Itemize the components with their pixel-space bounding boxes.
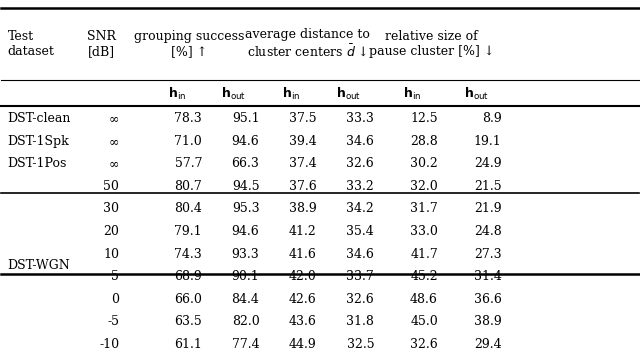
Text: 94.6: 94.6 — [232, 134, 259, 147]
Text: 5: 5 — [111, 270, 119, 283]
Text: 90.1: 90.1 — [232, 270, 259, 283]
Text: 37.5: 37.5 — [289, 112, 317, 125]
Text: 39.4: 39.4 — [289, 134, 317, 147]
Text: 94.5: 94.5 — [232, 180, 259, 193]
Text: 43.6: 43.6 — [289, 315, 317, 328]
Text: 71.0: 71.0 — [174, 134, 202, 147]
Text: 37.4: 37.4 — [289, 157, 317, 170]
Text: -10: -10 — [99, 338, 119, 351]
Text: 36.6: 36.6 — [474, 293, 502, 306]
Text: 45.2: 45.2 — [410, 270, 438, 283]
Text: 33.3: 33.3 — [346, 112, 374, 125]
Text: 32.6: 32.6 — [346, 293, 374, 306]
Text: 74.3: 74.3 — [174, 247, 202, 260]
Text: 79.1: 79.1 — [175, 225, 202, 238]
Text: 34.6: 34.6 — [346, 134, 374, 147]
Text: 31.4: 31.4 — [474, 270, 502, 283]
Text: 78.3: 78.3 — [174, 112, 202, 125]
Text: 21.9: 21.9 — [474, 202, 502, 216]
Text: 29.4: 29.4 — [474, 338, 502, 351]
Text: 94.6: 94.6 — [232, 225, 259, 238]
Text: 21.5: 21.5 — [474, 180, 502, 193]
Text: 35.4: 35.4 — [346, 225, 374, 238]
Text: 10: 10 — [103, 247, 119, 260]
Text: 41.7: 41.7 — [410, 247, 438, 260]
Text: 66.3: 66.3 — [232, 157, 259, 170]
Text: average distance to
cluster centers $\bar{d}$ ↓: average distance to cluster centers $\ba… — [245, 28, 370, 60]
Text: 32.6: 32.6 — [346, 157, 374, 170]
Text: 82.0: 82.0 — [232, 315, 259, 328]
Text: ∞: ∞ — [109, 134, 119, 147]
Text: ∞: ∞ — [109, 112, 119, 125]
Text: $\mathbf{h}_{\mathrm{out}}$: $\mathbf{h}_{\mathrm{out}}$ — [221, 86, 246, 102]
Text: DST-1Spk: DST-1Spk — [8, 134, 70, 147]
Text: 8.9: 8.9 — [482, 112, 502, 125]
Text: 38.9: 38.9 — [474, 315, 502, 328]
Text: 28.8: 28.8 — [410, 134, 438, 147]
Text: -5: -5 — [108, 315, 119, 328]
Text: 66.0: 66.0 — [174, 293, 202, 306]
Text: 80.4: 80.4 — [174, 202, 202, 216]
Text: 19.1: 19.1 — [474, 134, 502, 147]
Text: 68.9: 68.9 — [174, 270, 202, 283]
Text: 30: 30 — [103, 202, 119, 216]
Text: 30.2: 30.2 — [410, 157, 438, 170]
Text: Test
dataset: Test dataset — [8, 30, 54, 58]
Text: 34.2: 34.2 — [346, 202, 374, 216]
Text: 31.8: 31.8 — [346, 315, 374, 328]
Text: DST-WGN: DST-WGN — [8, 259, 70, 272]
Text: 93.3: 93.3 — [232, 247, 259, 260]
Text: ∞: ∞ — [109, 157, 119, 170]
Text: 34.6: 34.6 — [346, 247, 374, 260]
Text: $\mathbf{h}_{\mathrm{in}}$: $\mathbf{h}_{\mathrm{in}}$ — [282, 86, 300, 102]
Text: 20: 20 — [104, 225, 119, 238]
Text: 27.3: 27.3 — [474, 247, 502, 260]
Text: 38.9: 38.9 — [289, 202, 317, 216]
Text: 42.6: 42.6 — [289, 293, 317, 306]
Text: 32.0: 32.0 — [410, 180, 438, 193]
Text: DST-1Pos: DST-1Pos — [8, 157, 67, 170]
Text: 24.9: 24.9 — [474, 157, 502, 170]
Text: 0: 0 — [111, 293, 119, 306]
Text: 33.2: 33.2 — [346, 180, 374, 193]
Text: 61.1: 61.1 — [174, 338, 202, 351]
Text: 84.4: 84.4 — [232, 293, 259, 306]
Text: 32.6: 32.6 — [410, 338, 438, 351]
Text: $\mathbf{h}_{\mathrm{out}}$: $\mathbf{h}_{\mathrm{out}}$ — [336, 86, 361, 102]
Text: 32.5: 32.5 — [346, 338, 374, 351]
Text: 24.8: 24.8 — [474, 225, 502, 238]
Text: 37.6: 37.6 — [289, 180, 317, 193]
Text: $\mathbf{h}_{\mathrm{out}}$: $\mathbf{h}_{\mathrm{out}}$ — [463, 86, 489, 102]
Text: SNR
[dB]: SNR [dB] — [88, 30, 116, 58]
Text: 41.6: 41.6 — [289, 247, 317, 260]
Text: 31.7: 31.7 — [410, 202, 438, 216]
Text: 41.2: 41.2 — [289, 225, 317, 238]
Text: 48.6: 48.6 — [410, 293, 438, 306]
Text: 50: 50 — [104, 180, 119, 193]
Text: 44.9: 44.9 — [289, 338, 317, 351]
Text: 45.0: 45.0 — [410, 315, 438, 328]
Text: 77.4: 77.4 — [232, 338, 259, 351]
Text: grouping success
[%] ↑: grouping success [%] ↑ — [134, 30, 244, 58]
Text: DST-clean: DST-clean — [8, 112, 71, 125]
Text: 33.0: 33.0 — [410, 225, 438, 238]
Text: 12.5: 12.5 — [410, 112, 438, 125]
Text: $\mathbf{h}_{\mathrm{in}}$: $\mathbf{h}_{\mathrm{in}}$ — [168, 86, 186, 102]
Text: 33.7: 33.7 — [346, 270, 374, 283]
Text: 57.7: 57.7 — [175, 157, 202, 170]
Text: $\mathbf{h}_{\mathrm{in}}$: $\mathbf{h}_{\mathrm{in}}$ — [403, 86, 422, 102]
Text: 95.3: 95.3 — [232, 202, 259, 216]
Text: relative size of
pause cluster [%] ↓: relative size of pause cluster [%] ↓ — [369, 30, 494, 58]
Text: 80.7: 80.7 — [174, 180, 202, 193]
Text: 63.5: 63.5 — [174, 315, 202, 328]
Text: 42.0: 42.0 — [289, 270, 317, 283]
Text: 95.1: 95.1 — [232, 112, 259, 125]
